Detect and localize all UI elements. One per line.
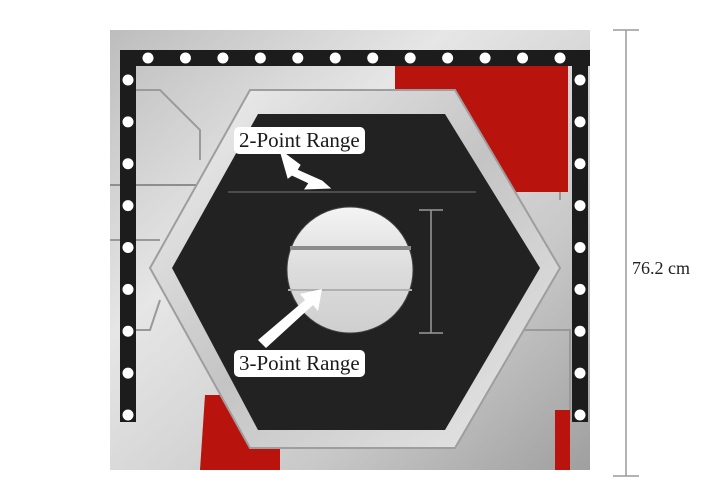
frame-light-top — [442, 52, 454, 64]
frame-light-right — [574, 116, 586, 128]
frame-light-left — [122, 325, 134, 337]
frame-light-right — [574, 242, 586, 253]
frame-light-top — [142, 52, 154, 64]
frame-light-right — [574, 325, 586, 337]
frame-light-top — [329, 52, 341, 64]
frame-light-left — [122, 116, 134, 128]
frame-light-top — [479, 52, 491, 64]
hole-diameter-label: 31.5 cm — [436, 258, 494, 278]
center-hole — [286, 206, 414, 334]
three-point-arrow — [258, 289, 322, 348]
frame-light-top — [367, 52, 379, 64]
frame-light-top — [292, 52, 304, 64]
frame-light-left — [122, 409, 134, 421]
frame-light-right — [574, 367, 586, 379]
frame-light-top — [217, 52, 229, 64]
frame-light-right — [574, 283, 586, 295]
frame-light-top — [254, 52, 266, 64]
hole-dimension-marker — [419, 209, 443, 334]
three-point-range-label: 3-Point Range — [234, 350, 365, 377]
frame-light-top — [404, 52, 416, 64]
frame-light-right — [574, 409, 586, 421]
two-point-arrow — [279, 148, 332, 190]
frame-light-top — [179, 52, 191, 64]
frame-light-left — [122, 367, 134, 379]
frame-light-left — [122, 283, 134, 295]
frame-lights — [122, 52, 586, 421]
board-height-dimension-marker — [613, 29, 639, 477]
frame-light-left — [122, 74, 134, 86]
frame-light-top — [517, 52, 529, 64]
frame-light-left — [122, 200, 134, 212]
two-point-range-label: 2-Point Range — [234, 127, 365, 154]
light-frame — [120, 50, 590, 422]
frame-light-right — [574, 158, 586, 170]
frame-light-right — [574, 200, 586, 212]
frame-light-top — [554, 52, 566, 64]
frame-light-right — [574, 74, 586, 86]
board-height-label: 76.2 cm — [632, 258, 690, 278]
frame-light-left — [122, 242, 134, 253]
red-panel-bottom-left — [200, 395, 280, 470]
frame-light-left — [122, 158, 134, 170]
